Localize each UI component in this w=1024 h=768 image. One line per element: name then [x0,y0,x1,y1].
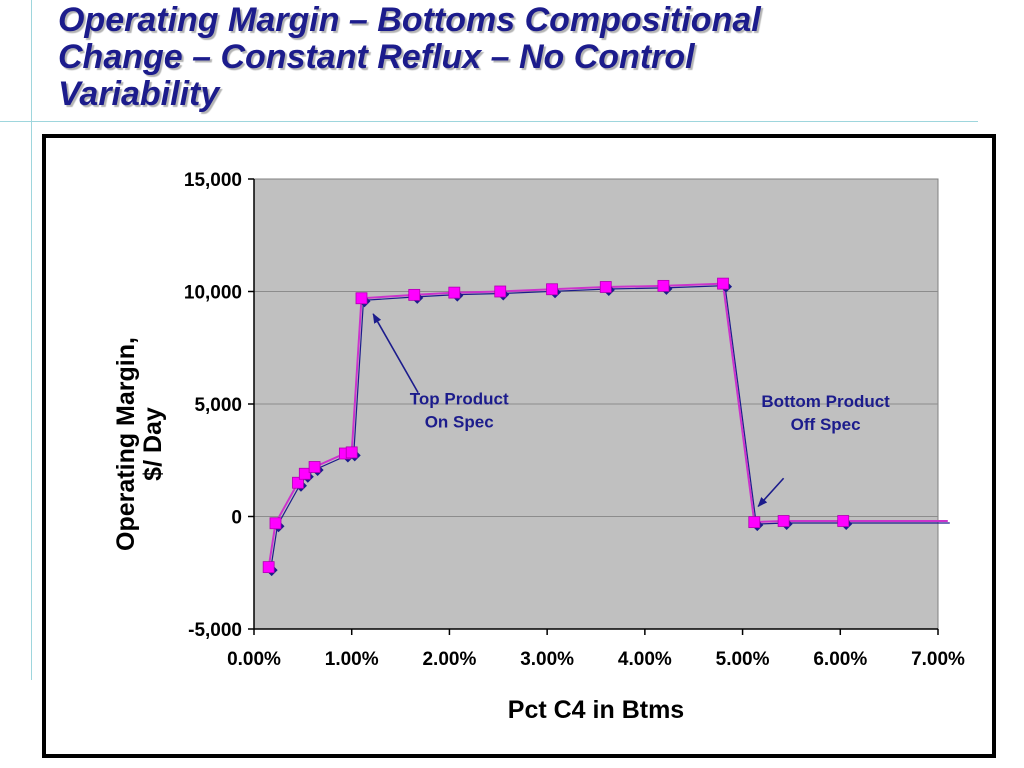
annotation-arrow [757,477,785,508]
series-square-marker [748,516,761,529]
series-square-marker [657,279,670,292]
x-tick-label: 5.00% [716,649,770,670]
header-rule [0,121,978,122]
series-square-marker [777,515,790,527]
x-tick-label: 3.00% [520,649,574,670]
series-square-marker [298,467,311,480]
y-axis-title-line: $/ Day [139,407,167,481]
x-tick-label: 6.00% [813,649,867,670]
annotation-label: On Spec [425,413,494,432]
annotation-label: Bottom Product [761,392,890,411]
series-square-marker [308,461,321,473]
annotation-label: Off Spec [791,415,861,434]
series-square-marker [345,446,358,459]
series-square-marker [494,285,507,298]
y-axis-title-group: Operating Margin, $/ Day [112,337,167,551]
chart-svg: -5,000 0 5,000 10,000 15,000 0.00% 1.00% 2.00% 3… [112,170,965,724]
y-tick-label: 0 [231,508,242,529]
series-square-marker [837,515,850,527]
x-axis-title: Pct C4 in Btms [508,696,684,724]
series-square-marker [262,561,275,574]
series-square-marker [717,277,729,290]
x-tick-label: 4.00% [618,649,672,670]
series-square-marker [292,476,304,489]
left-rule [31,0,32,680]
y-tick-label: 5,000 [194,395,242,416]
series-square-marker [448,286,461,299]
y-axis-title-line: Operating Margin, [112,337,140,551]
y-tick-label: -5,000 [188,620,242,641]
annotation-label: Top Product [410,390,509,409]
y-tick-label: 10,000 [184,283,242,304]
chart-frame: -5,000 0 5,000 10,000 15,000 0.00% 1.00% 2.00% 3… [42,134,996,758]
x-tick-label: 1.00% [325,649,379,670]
annotation-arrow [372,313,419,394]
series-square-marker [269,517,282,530]
series-square-marker [599,281,612,293]
x-tick-label: 7.00% [911,649,965,670]
x-tick-label: 2.00% [422,649,476,670]
slide-title: Operating Margin – Bottoms Compositional… [58,1,761,113]
series-square-marker [355,292,368,305]
y-tick-label: 15,000 [184,170,242,191]
series-square-marker [408,288,421,301]
series-square-marker [546,283,558,296]
x-tick-label: 0.00% [227,649,281,670]
